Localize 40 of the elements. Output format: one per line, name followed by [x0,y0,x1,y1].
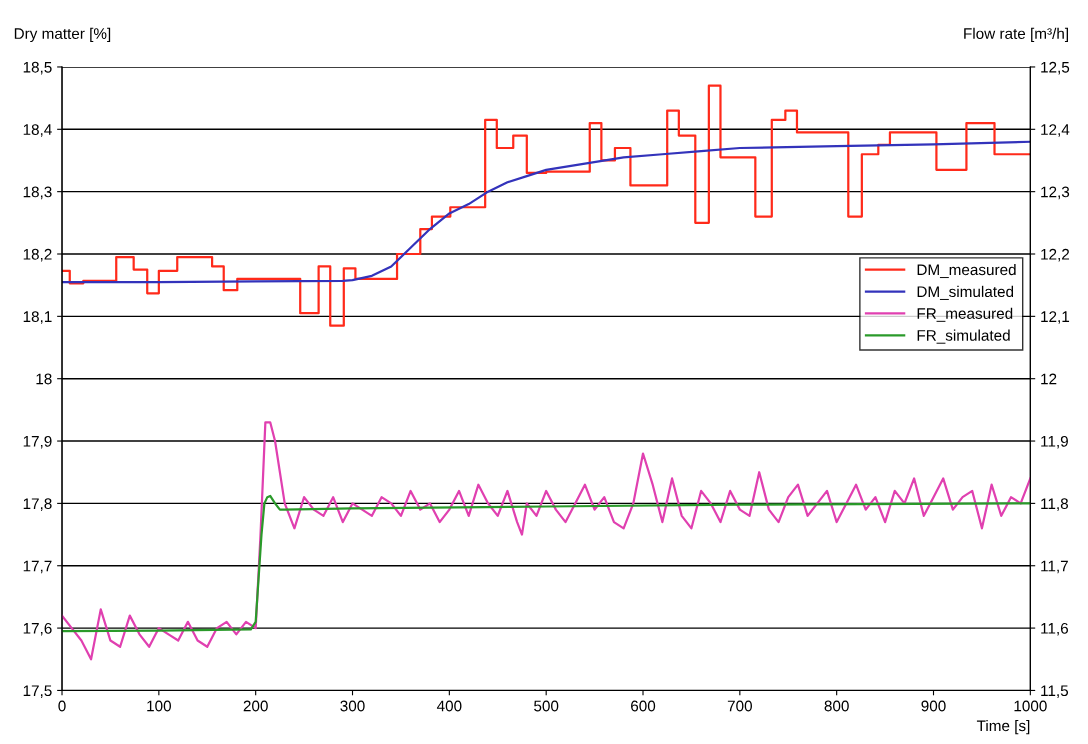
y2-tick-label: 12,2 [1041,248,1070,262]
x-tick-label: 0 [58,700,66,712]
x-tick-label: 700 [727,700,752,712]
y2-tick-label: 11,5 [1041,685,1069,698]
y-tick-label: 17,8 [23,498,52,511]
y-tick-label: 18 [36,373,52,385]
y-tick-label: 18,2 [23,248,52,262]
y-tick-label: 18,3 [23,186,52,200]
legend-label: DM_measured [917,263,1016,279]
y2-tick-label: 12,1 [1041,311,1070,324]
x-tick-label: 400 [436,700,462,712]
y2-tick-label: 12,3 [1041,186,1070,200]
x-tick-label: 1000 [1014,700,1047,712]
y2-axis-title: Flow rate [m³/h] [964,27,1068,43]
y-tick-label: 18,1 [23,311,52,324]
y-tick-label: 17,9 [23,435,52,449]
y-tick-label: 17,7 [23,560,52,574]
y2-tick-label: 12,5 [1041,61,1070,75]
y2-tick-label: 11,6 [1041,622,1068,636]
x-tick-label: 100 [147,700,171,712]
y2-tick-label: 11,8 [1041,498,1068,511]
x-axis-title: Time [s] [976,719,1030,735]
y2-tick-label: 11,9 [1041,435,1068,449]
y-tick-label: 18,5 [23,61,52,75]
x-tick-label: 800 [824,700,849,712]
legend-label: FR_simulated [917,329,1010,344]
y2-tick-label: 12 [1041,373,1057,385]
legend-label: FR_measured [917,307,1013,322]
y-tick-label: 18,4 [23,124,52,137]
legend-label: DM_simulated [917,285,1014,300]
y-tick-label: 17,6 [23,622,52,636]
y2-tick-label: 11,7 [1041,560,1068,574]
y2-tick-label: 12,4 [1041,124,1070,137]
x-tick-label: 900 [921,700,946,712]
x-tick-label: 200 [243,700,268,712]
x-tick-label: 300 [340,700,365,712]
x-tick-label: 600 [631,700,656,712]
y-axis-title: Dry matter [%] [14,27,111,43]
y-tick-label: 17,5 [23,685,52,698]
x-tick-label: 500 [534,700,559,712]
